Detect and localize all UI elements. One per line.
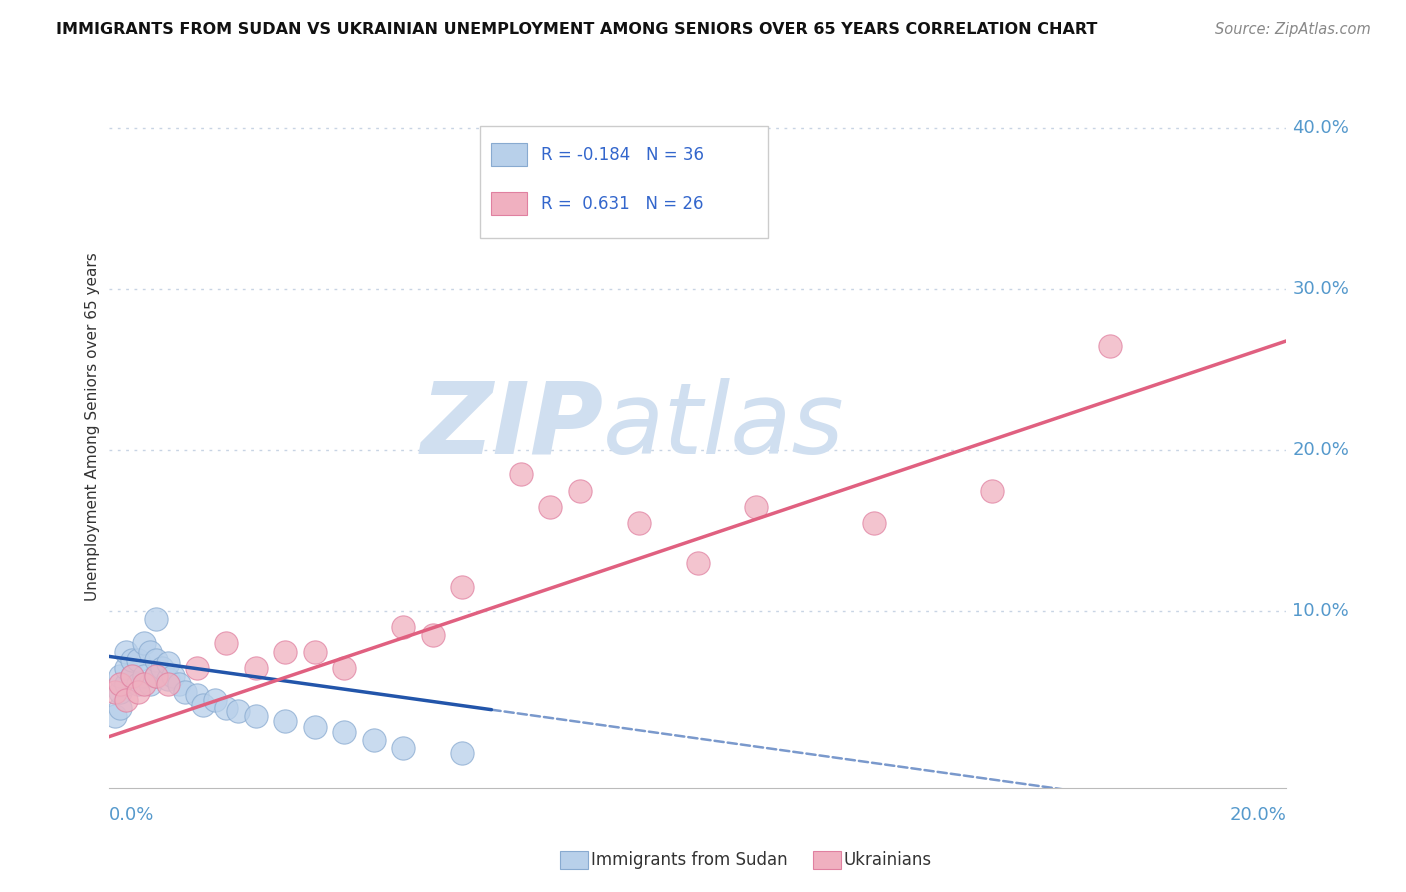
Point — [538, 500, 561, 514]
Point — [145, 612, 167, 626]
Text: 20.0%: 20.0% — [1230, 806, 1286, 824]
Point — [156, 676, 179, 690]
Point — [333, 660, 356, 674]
Point — [215, 701, 238, 715]
Point — [110, 668, 132, 682]
Point — [451, 746, 474, 760]
Point — [568, 483, 591, 498]
Text: ZIP: ZIP — [420, 377, 603, 475]
Point — [121, 652, 143, 666]
Point — [115, 693, 138, 707]
Point — [110, 676, 132, 690]
Text: 10.0%: 10.0% — [1292, 602, 1350, 620]
Point — [139, 676, 162, 690]
Point — [145, 652, 167, 666]
Text: 30.0%: 30.0% — [1292, 280, 1350, 299]
Point — [103, 684, 125, 698]
Text: Ukrainians: Ukrainians — [844, 851, 932, 869]
FancyBboxPatch shape — [492, 143, 527, 166]
Point — [274, 714, 297, 728]
Point — [451, 580, 474, 594]
Text: atlas: atlas — [603, 377, 845, 475]
Point — [110, 701, 132, 715]
Point — [110, 684, 132, 698]
Text: Source: ZipAtlas.com: Source: ZipAtlas.com — [1215, 22, 1371, 37]
FancyBboxPatch shape — [492, 193, 527, 216]
Point — [132, 676, 155, 690]
Point — [363, 733, 385, 747]
Point — [686, 556, 709, 570]
Text: 0.0%: 0.0% — [108, 806, 155, 824]
Point — [186, 688, 208, 702]
Point — [215, 636, 238, 650]
Point — [121, 668, 143, 682]
Point — [145, 668, 167, 682]
Point — [392, 741, 415, 756]
Point — [150, 660, 173, 674]
Point — [139, 644, 162, 658]
Point — [509, 467, 531, 482]
Point — [304, 720, 326, 734]
Point — [191, 698, 214, 712]
Text: R = -0.184   N = 36: R = -0.184 N = 36 — [541, 145, 704, 163]
Point — [132, 668, 155, 682]
Point — [422, 628, 444, 642]
Point — [169, 676, 191, 690]
Point — [392, 620, 415, 634]
Point — [274, 644, 297, 658]
Point — [186, 660, 208, 674]
Point — [156, 656, 179, 670]
Point — [538, 178, 561, 192]
Point — [103, 709, 125, 723]
Point — [127, 676, 149, 690]
Point — [145, 668, 167, 682]
Point — [863, 516, 886, 530]
Point — [127, 652, 149, 666]
Text: Immigrants from Sudan: Immigrants from Sudan — [591, 851, 787, 869]
Text: 20.0%: 20.0% — [1292, 442, 1350, 459]
Point — [627, 516, 650, 530]
Point — [132, 636, 155, 650]
Text: R =  0.631   N = 26: R = 0.631 N = 26 — [541, 194, 703, 213]
Y-axis label: Unemployment Among Seniors over 65 years: Unemployment Among Seniors over 65 years — [86, 252, 100, 600]
Point — [245, 709, 267, 723]
Point — [115, 660, 138, 674]
Point — [121, 668, 143, 682]
Text: IMMIGRANTS FROM SUDAN VS UKRAINIAN UNEMPLOYMENT AMONG SENIORS OVER 65 YEARS CORR: IMMIGRANTS FROM SUDAN VS UKRAINIAN UNEMP… — [56, 22, 1098, 37]
Point — [245, 660, 267, 674]
Point — [174, 684, 197, 698]
Point — [115, 644, 138, 658]
Point — [127, 684, 149, 698]
Point — [1098, 339, 1121, 353]
Text: 40.0%: 40.0% — [1292, 120, 1350, 137]
Point — [745, 500, 768, 514]
Point — [156, 672, 179, 686]
FancyBboxPatch shape — [479, 126, 768, 238]
Point — [162, 668, 184, 682]
Point — [304, 644, 326, 658]
Point — [115, 676, 138, 690]
Point — [226, 704, 249, 718]
Point — [333, 725, 356, 739]
Point — [204, 693, 226, 707]
Point — [981, 483, 1004, 498]
